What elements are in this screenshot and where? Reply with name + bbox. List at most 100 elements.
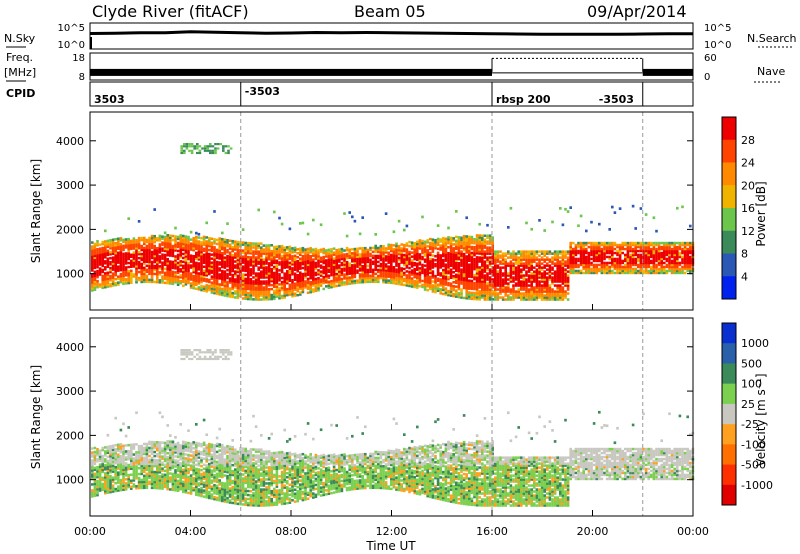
- power-cell: [527, 270, 531, 273]
- power-cell: [611, 249, 614, 253]
- power-cell: [686, 259, 689, 263]
- power-cell: [512, 262, 515, 265]
- power-cell: [668, 249, 671, 253]
- power-cell: [499, 270, 502, 273]
- power-cell: [270, 293, 273, 297]
- power-cell: [592, 247, 596, 251]
- power-cell: [642, 249, 645, 253]
- power-cell: [449, 254, 453, 257]
- power-cell: [353, 267, 357, 271]
- power-cell: [322, 275, 325, 279]
- power-cell: [546, 296, 549, 299]
- power-cell: [426, 253, 429, 256]
- power-cell: [626, 243, 630, 247]
- power-cell: [423, 268, 427, 271]
- power-cell: [681, 247, 684, 251]
- power-cell: [522, 292, 526, 295]
- power-cell: [262, 260, 266, 263]
- power-cell: [418, 255, 422, 258]
- power-cell: [423, 250, 427, 253]
- power-cell: [455, 269, 458, 272]
- power-cell: [111, 276, 115, 279]
- velocity-cell: [104, 454, 107, 457]
- power-cell: [317, 255, 320, 258]
- power-cell: [335, 260, 338, 264]
- power-cell: [457, 279, 461, 283]
- power-cell: [527, 280, 531, 283]
- power-cell: [564, 296, 567, 299]
- power-cell: [673, 249, 676, 253]
- power-cell: [377, 276, 380, 280]
- power-cell: [457, 287, 461, 291]
- velocity-cell: [101, 446, 104, 450]
- power-cell: [512, 288, 515, 291]
- power-cell: [650, 253, 653, 257]
- power-cell: [314, 265, 318, 269]
- power-cell: [613, 265, 617, 269]
- power-cell: [171, 282, 175, 286]
- power-cell: [226, 272, 229, 276]
- power-cell: [265, 268, 268, 271]
- power-cell: [215, 290, 219, 294]
- power-cell: [273, 259, 276, 263]
- power-cell: [325, 281, 328, 284]
- power-cell: [678, 263, 682, 267]
- power-cell: [621, 259, 624, 263]
- power-cell: [117, 243, 120, 246]
- power-cell: [228, 263, 232, 266]
- power-cell: [426, 241, 429, 244]
- power-cell: [405, 224, 409, 228]
- power-cell: [345, 262, 349, 266]
- power-cell: [566, 280, 570, 283]
- power-cell: [218, 251, 221, 254]
- power-cell: [338, 268, 341, 271]
- power-cell: [379, 276, 383, 280]
- power-cell: [215, 242, 219, 246]
- power-cell: [637, 259, 640, 263]
- power-cell: [382, 249, 385, 252]
- power-cell: [306, 255, 310, 259]
- power-cell: [241, 281, 245, 284]
- power-cell: [423, 274, 427, 277]
- power-cell: [522, 256, 526, 259]
- power-cell: [626, 255, 630, 259]
- power-cell: [535, 274, 539, 277]
- power-cell: [660, 245, 663, 249]
- velocity-cell: [109, 445, 112, 448]
- power-cell: [605, 265, 609, 269]
- power-cell: [689, 261, 692, 265]
- power-cell: [457, 242, 461, 245]
- power-cell: [673, 243, 676, 247]
- power-cell: [426, 267, 429, 270]
- power-cell: [124, 240, 128, 243]
- power-cell: [319, 278, 323, 281]
- power-cell: [390, 249, 393, 253]
- power-cell: [481, 286, 484, 289]
- power-cell: [564, 284, 567, 287]
- power-cell: [631, 249, 635, 253]
- power-cell: [455, 243, 458, 247]
- power-cell: [507, 294, 510, 297]
- power-cell: [613, 259, 617, 263]
- power-cell: [634, 257, 637, 261]
- power-cell: [579, 271, 583, 275]
- power-cell: [275, 293, 279, 296]
- power-cell: [158, 259, 162, 262]
- power-cell: [293, 276, 297, 279]
- power-cell: [214, 147, 217, 150]
- power-cell: [119, 267, 123, 270]
- power-cell: [660, 253, 663, 257]
- power-cell: [392, 258, 396, 261]
- power-cell: [434, 274, 437, 278]
- power-cell: [106, 283, 110, 286]
- power-cell: [382, 251, 385, 254]
- power-cell: [119, 265, 123, 268]
- power-cell: [652, 243, 656, 247]
- power-cell: [473, 254, 476, 257]
- power-cell: [670, 267, 674, 271]
- power-cell: [556, 264, 559, 267]
- power-cell: [93, 266, 97, 270]
- power-cell: [629, 241, 632, 245]
- power-cell: [512, 278, 515, 281]
- power-cell: [345, 264, 349, 268]
